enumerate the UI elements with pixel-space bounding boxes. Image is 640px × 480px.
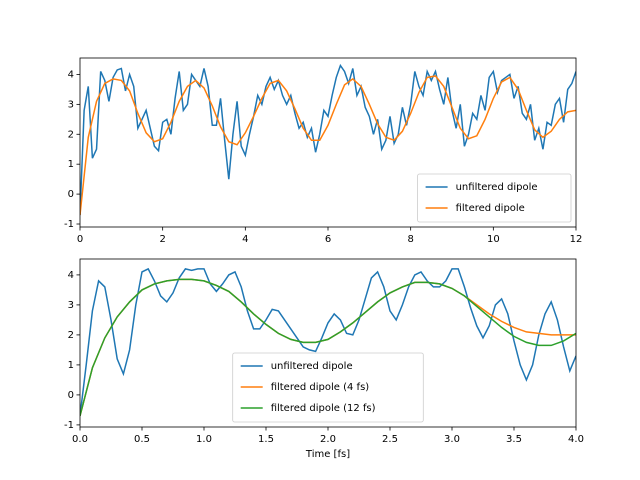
legend-label: unfiltered dipole — [271, 361, 353, 372]
line-series — [80, 75, 576, 216]
y-tick-label: 3 — [68, 300, 74, 311]
legend-label: unfiltered dipole — [456, 182, 538, 193]
y-tick-label: 0 — [68, 189, 74, 200]
x-tick-label: 8 — [407, 234, 413, 245]
y-tick-label: 3 — [68, 99, 74, 110]
y-tick-label: 0 — [68, 390, 74, 401]
line-series — [80, 63, 576, 216]
x-tick-label: 6 — [325, 234, 331, 245]
line-series — [80, 267, 576, 416]
x-tick-label: 0 — [77, 234, 83, 245]
line-series — [80, 278, 576, 417]
x-tick-label: 0.0 — [72, 434, 88, 445]
y-tick-label: 2 — [68, 129, 74, 140]
x-tick-label: 12 — [570, 234, 583, 245]
y-tick-label: 2 — [68, 330, 74, 341]
y-tick-label: 4 — [68, 69, 74, 80]
x-tick-label: 4.0 — [568, 434, 584, 445]
legend-box — [232, 352, 424, 423]
y-tick-label: 4 — [68, 270, 74, 281]
x-axis-label: Time [fs] — [305, 449, 350, 460]
x-tick-label: 3.5 — [506, 434, 522, 445]
legend-box — [417, 173, 572, 223]
x-tick-label: 1.0 — [196, 434, 212, 445]
x-tick-label: 2 — [159, 234, 165, 245]
x-tick-label: 1.5 — [258, 434, 274, 445]
x-tick-label: 0.5 — [134, 434, 150, 445]
x-tick-label: 10 — [487, 234, 500, 245]
y-tick-label: -1 — [64, 219, 74, 230]
subplot: 0.0 0.5 1.0 1.5 2.0 2.5 3.0 3.5 4.0 -1 0 1 2 3 4 Time [… — [64, 258, 584, 460]
y-tick-label: 1 — [68, 360, 74, 371]
y-tick-label: 1 — [68, 159, 74, 170]
x-tick-label: 2.5 — [382, 434, 398, 445]
x-tick-label: 2.0 — [320, 434, 336, 445]
x-tick-label: 4 — [242, 234, 248, 245]
x-tick-label: 3.0 — [444, 434, 460, 445]
legend-label: filtered dipole (4 fs) — [271, 382, 370, 393]
legend: unfiltered dipole filtered dipole — [417, 173, 572, 223]
legend: unfiltered dipole filtered dipole (4 fs) f… — [232, 352, 424, 423]
y-tick-label: -1 — [64, 420, 74, 431]
legend-label: filtered dipole — [456, 203, 525, 214]
legend-label: filtered dipole (12 fs) — [271, 403, 376, 414]
